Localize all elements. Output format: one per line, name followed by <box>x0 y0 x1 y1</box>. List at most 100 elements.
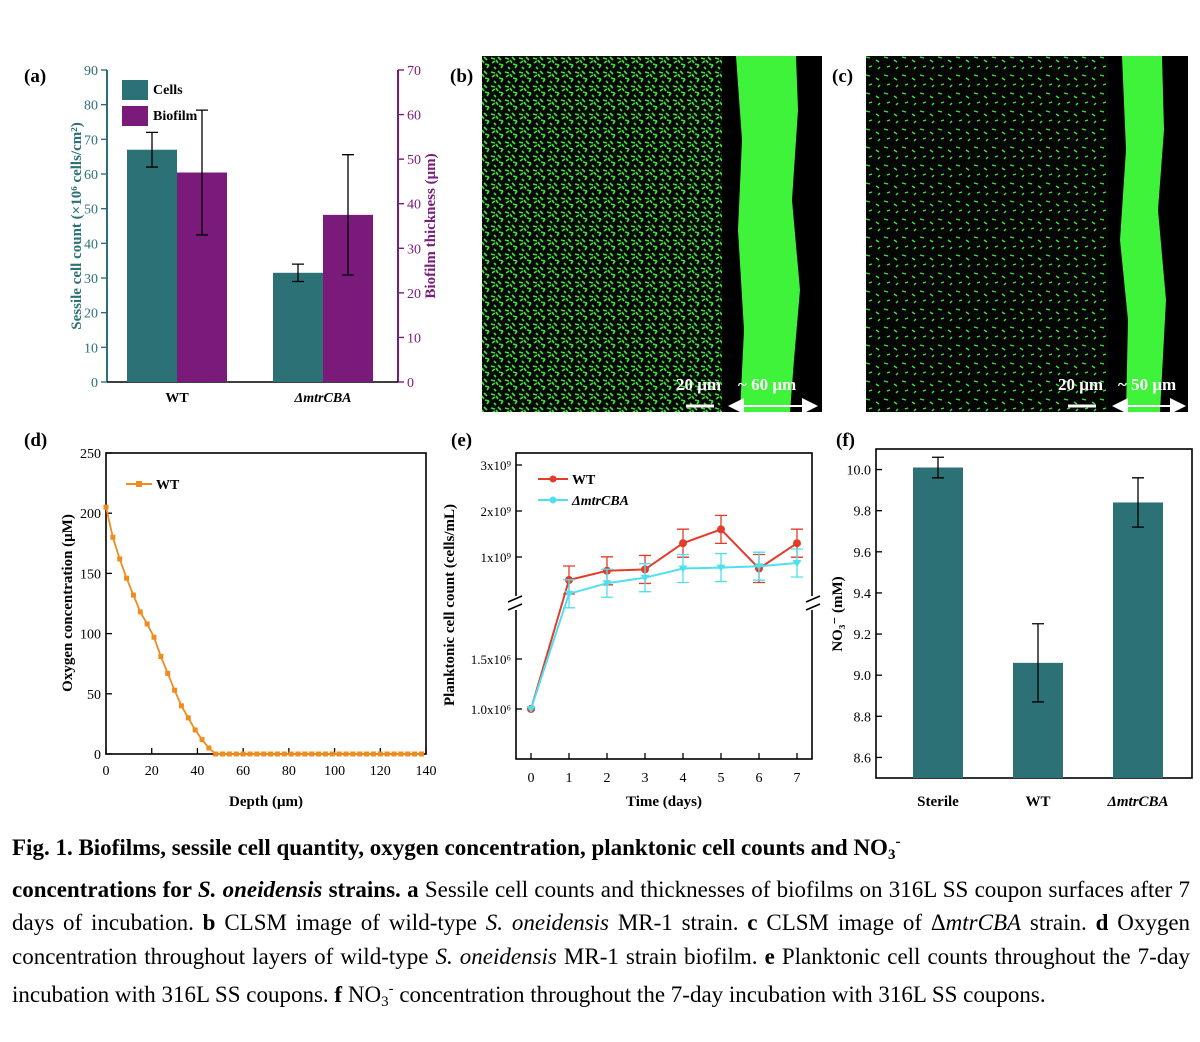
series-point-wt <box>329 751 335 757</box>
panel-a-category-mtrcba: ΔmtrCBA <box>293 391 351 406</box>
series-point-wt <box>254 751 260 757</box>
errorbar-wt <box>677 528 689 558</box>
panel-e-xtick-label: 4 <box>680 771 687 786</box>
series-point-wt <box>268 751 274 757</box>
series-point-mtrcba <box>526 706 536 713</box>
panel-d-ytick-label: 0 <box>94 748 101 763</box>
series-point-wt <box>261 751 267 757</box>
legend-label-wt: WT <box>572 473 596 488</box>
caption-text-f: NO3- concentration throughout the 7-day … <box>347 981 1046 1010</box>
panel-d-xtick-label: 80 <box>282 764 296 779</box>
series-line-mtrcba <box>530 561 798 710</box>
series-point-wt <box>247 751 253 757</box>
panel-d-legend: WT <box>126 478 180 493</box>
panel-d-ytick-label: 50 <box>87 688 101 703</box>
series-point-wt <box>350 751 356 757</box>
errorbar-cells-mtrcba <box>292 263 304 283</box>
panel-a-right-tick-label: 30 <box>407 242 421 257</box>
panel-a-legend: Cells Biofilm <box>122 80 198 126</box>
series-point-wt <box>226 751 232 757</box>
series-point-wt <box>233 751 239 757</box>
panel-a-right-tick-label: 40 <box>407 198 421 213</box>
series-point-wt <box>185 715 191 721</box>
panel-f-ylabel: NO₃⁻ (mM) <box>830 576 846 651</box>
errorbar-wt <box>715 514 727 545</box>
panel-a-left-tick-label: 80 <box>84 99 98 114</box>
errorbar-sterile <box>932 456 944 479</box>
panel-f-ticks: 8.6 8.8 9.0 9.2 9.4 9.6 9.8 10.0 <box>847 464 882 766</box>
scale-label-b: 20 μm <box>676 375 721 394</box>
panel-b-label: (b) <box>450 66 473 87</box>
panel-d-series <box>103 504 424 757</box>
panel-a-left-tick-label: 90 <box>84 64 98 79</box>
panel-a-right-tick-label: 60 <box>407 109 421 124</box>
panel-d-ytick-label: 150 <box>80 567 101 582</box>
panel-e-xlabel: Time (days) <box>626 794 702 810</box>
series-point-wt <box>144 621 150 627</box>
panel-c: (c) 20 μm ~ 50 μm <box>832 56 1188 414</box>
panel-d-xtick-label: 20 <box>145 764 159 779</box>
series-point-wt <box>405 751 411 757</box>
panel-f-category-sterile: Sterile <box>917 794 959 810</box>
panel-f-category-wt: WT <box>1025 794 1050 810</box>
caption-label-c: c <box>747 910 758 935</box>
panel-a-left-tick-label: 30 <box>84 272 98 287</box>
errorbar-mtrcba <box>601 568 613 598</box>
panel-f-ytick-label: 9.2 <box>854 628 872 643</box>
caption-text-d: Oxygen concentration throughout layers o… <box>12 910 1191 969</box>
panel-a-left-tick-label: 20 <box>84 307 98 322</box>
panel-e-xtick-label: 5 <box>718 771 725 786</box>
panel-a-left-tick-label: 10 <box>84 341 98 356</box>
panel-d-xtick-label: 140 <box>416 764 437 779</box>
panel-a-right-tick-label: 0 <box>407 376 414 391</box>
caption-text-b: CLSM image of wild-type S. oneidensis MR… <box>224 910 739 935</box>
clsm-image-c-topview <box>866 56 1108 412</box>
panel-c-label: (c) <box>832 66 853 87</box>
series-point-wt <box>151 634 157 640</box>
panel-e-series <box>526 514 803 713</box>
panel-d-ylabel: Oxygen concentration (μM) <box>60 514 76 692</box>
caption-text-c: CLSM image of ΔmtrCBA strain. <box>766 910 1087 935</box>
bar-mtrcba <box>1113 502 1163 778</box>
panel-f-bars <box>913 456 1163 778</box>
errorbar-wt <box>1032 623 1044 703</box>
panel-e-xtick-label: 1 <box>566 771 573 786</box>
legend-marker-mtrcba <box>549 496 557 504</box>
panel-e: (e) 1x10⁹ 2x10⁹ 3x10⁹ 1.0x10⁶ 1.5x10⁶ 0 1 2 3 4 5 6… <box>442 430 821 810</box>
panel-a-right-tick-label: 50 <box>407 153 421 168</box>
bar-cells-mtrcba <box>273 272 323 382</box>
panel-a-label: (a) <box>24 66 46 87</box>
series-point-wt <box>137 609 143 615</box>
panel-f-ytick-label: 9.8 <box>854 505 872 520</box>
series-point-wt <box>192 727 198 733</box>
series-point-wt <box>295 751 301 757</box>
panel-f-ytick-label: 8.6 <box>854 751 872 766</box>
caption-label-d: d <box>1095 910 1109 935</box>
panel-a-right-tick-label: 10 <box>407 331 421 346</box>
series-point-wt <box>322 751 328 757</box>
caption-label-e: e <box>764 943 775 969</box>
panel-e-xtick-label: 3 <box>642 771 649 786</box>
panel-a-left-ylabel: Sessile cell count (×10⁶ cells/cm²) <box>69 122 85 330</box>
series-point-wt <box>172 687 178 693</box>
series-point-wt <box>309 751 315 757</box>
panel-d-ytick-label: 250 <box>80 447 101 462</box>
errorbar-mtrcba <box>1132 477 1144 528</box>
caption-label-a: a <box>407 876 419 902</box>
panel-d-xtick-label: 60 <box>236 764 250 779</box>
series-point-wt <box>412 751 418 757</box>
panel-d-xtick-label: 0 <box>103 764 110 779</box>
bar-sterile <box>913 467 963 778</box>
panel-d-xtick-label: 120 <box>370 764 391 779</box>
panel-e-xtick-label: 7 <box>794 771 801 786</box>
axis-break-gap-right <box>806 596 820 610</box>
panel-d-xtick-label: 40 <box>190 764 204 779</box>
panel-a-left-tick-label: 60 <box>84 168 98 183</box>
axis-break-gap-left <box>508 596 522 610</box>
series-point-wt <box>302 751 308 757</box>
panel-a-right-tick-label: 70 <box>407 64 421 79</box>
series-point-wt <box>124 575 130 581</box>
series-point-wt <box>240 751 246 757</box>
